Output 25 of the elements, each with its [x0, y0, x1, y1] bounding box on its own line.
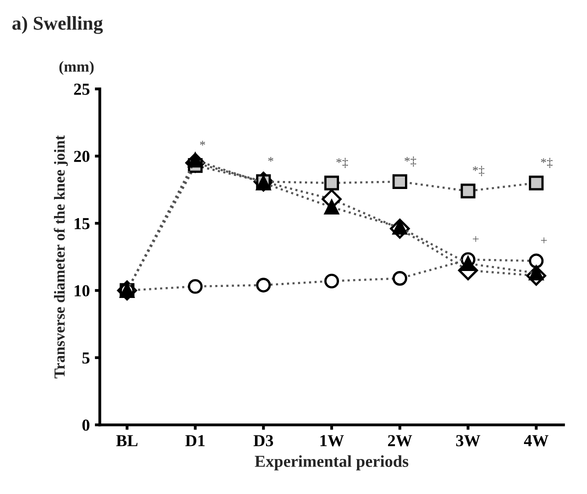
annotation: * [268, 157, 274, 162]
x-tick-label: 2W [388, 435, 412, 446]
x-tick-label: D3 [254, 435, 274, 446]
x-tick-label: 1W [320, 435, 344, 446]
y-tick-label: 25 [74, 84, 90, 95]
y-tick-label: 10 [74, 285, 90, 296]
y-tick-label: 15 [74, 218, 90, 230]
annotation: *‡ [472, 166, 484, 176]
text: (mm) [59, 61, 94, 75]
x-axis-title: Experimental periods [254, 455, 408, 470]
x-tick-label: 3W [456, 435, 480, 446]
annotation: + [541, 237, 547, 244]
x-tick-label: BL [116, 435, 138, 446]
x-tick-label: 4W [524, 435, 548, 446]
y-tick-label: 0 [82, 420, 90, 431]
y-tick-label: 20 [74, 150, 90, 162]
chart-title: a) Swelling [12, 16, 103, 34]
annotation: *‡ [541, 158, 553, 168]
y-axis-title: Transverse diameter of the knee joint [54, 135, 68, 378]
x-tick-label: D1 [185, 435, 205, 446]
annotation: + [472, 236, 479, 242]
y-tick-label: 5 [82, 352, 90, 364]
annotation: * [200, 140, 206, 146]
annotation: *‡ [404, 156, 416, 167]
annotation: *‡ [336, 158, 348, 168]
